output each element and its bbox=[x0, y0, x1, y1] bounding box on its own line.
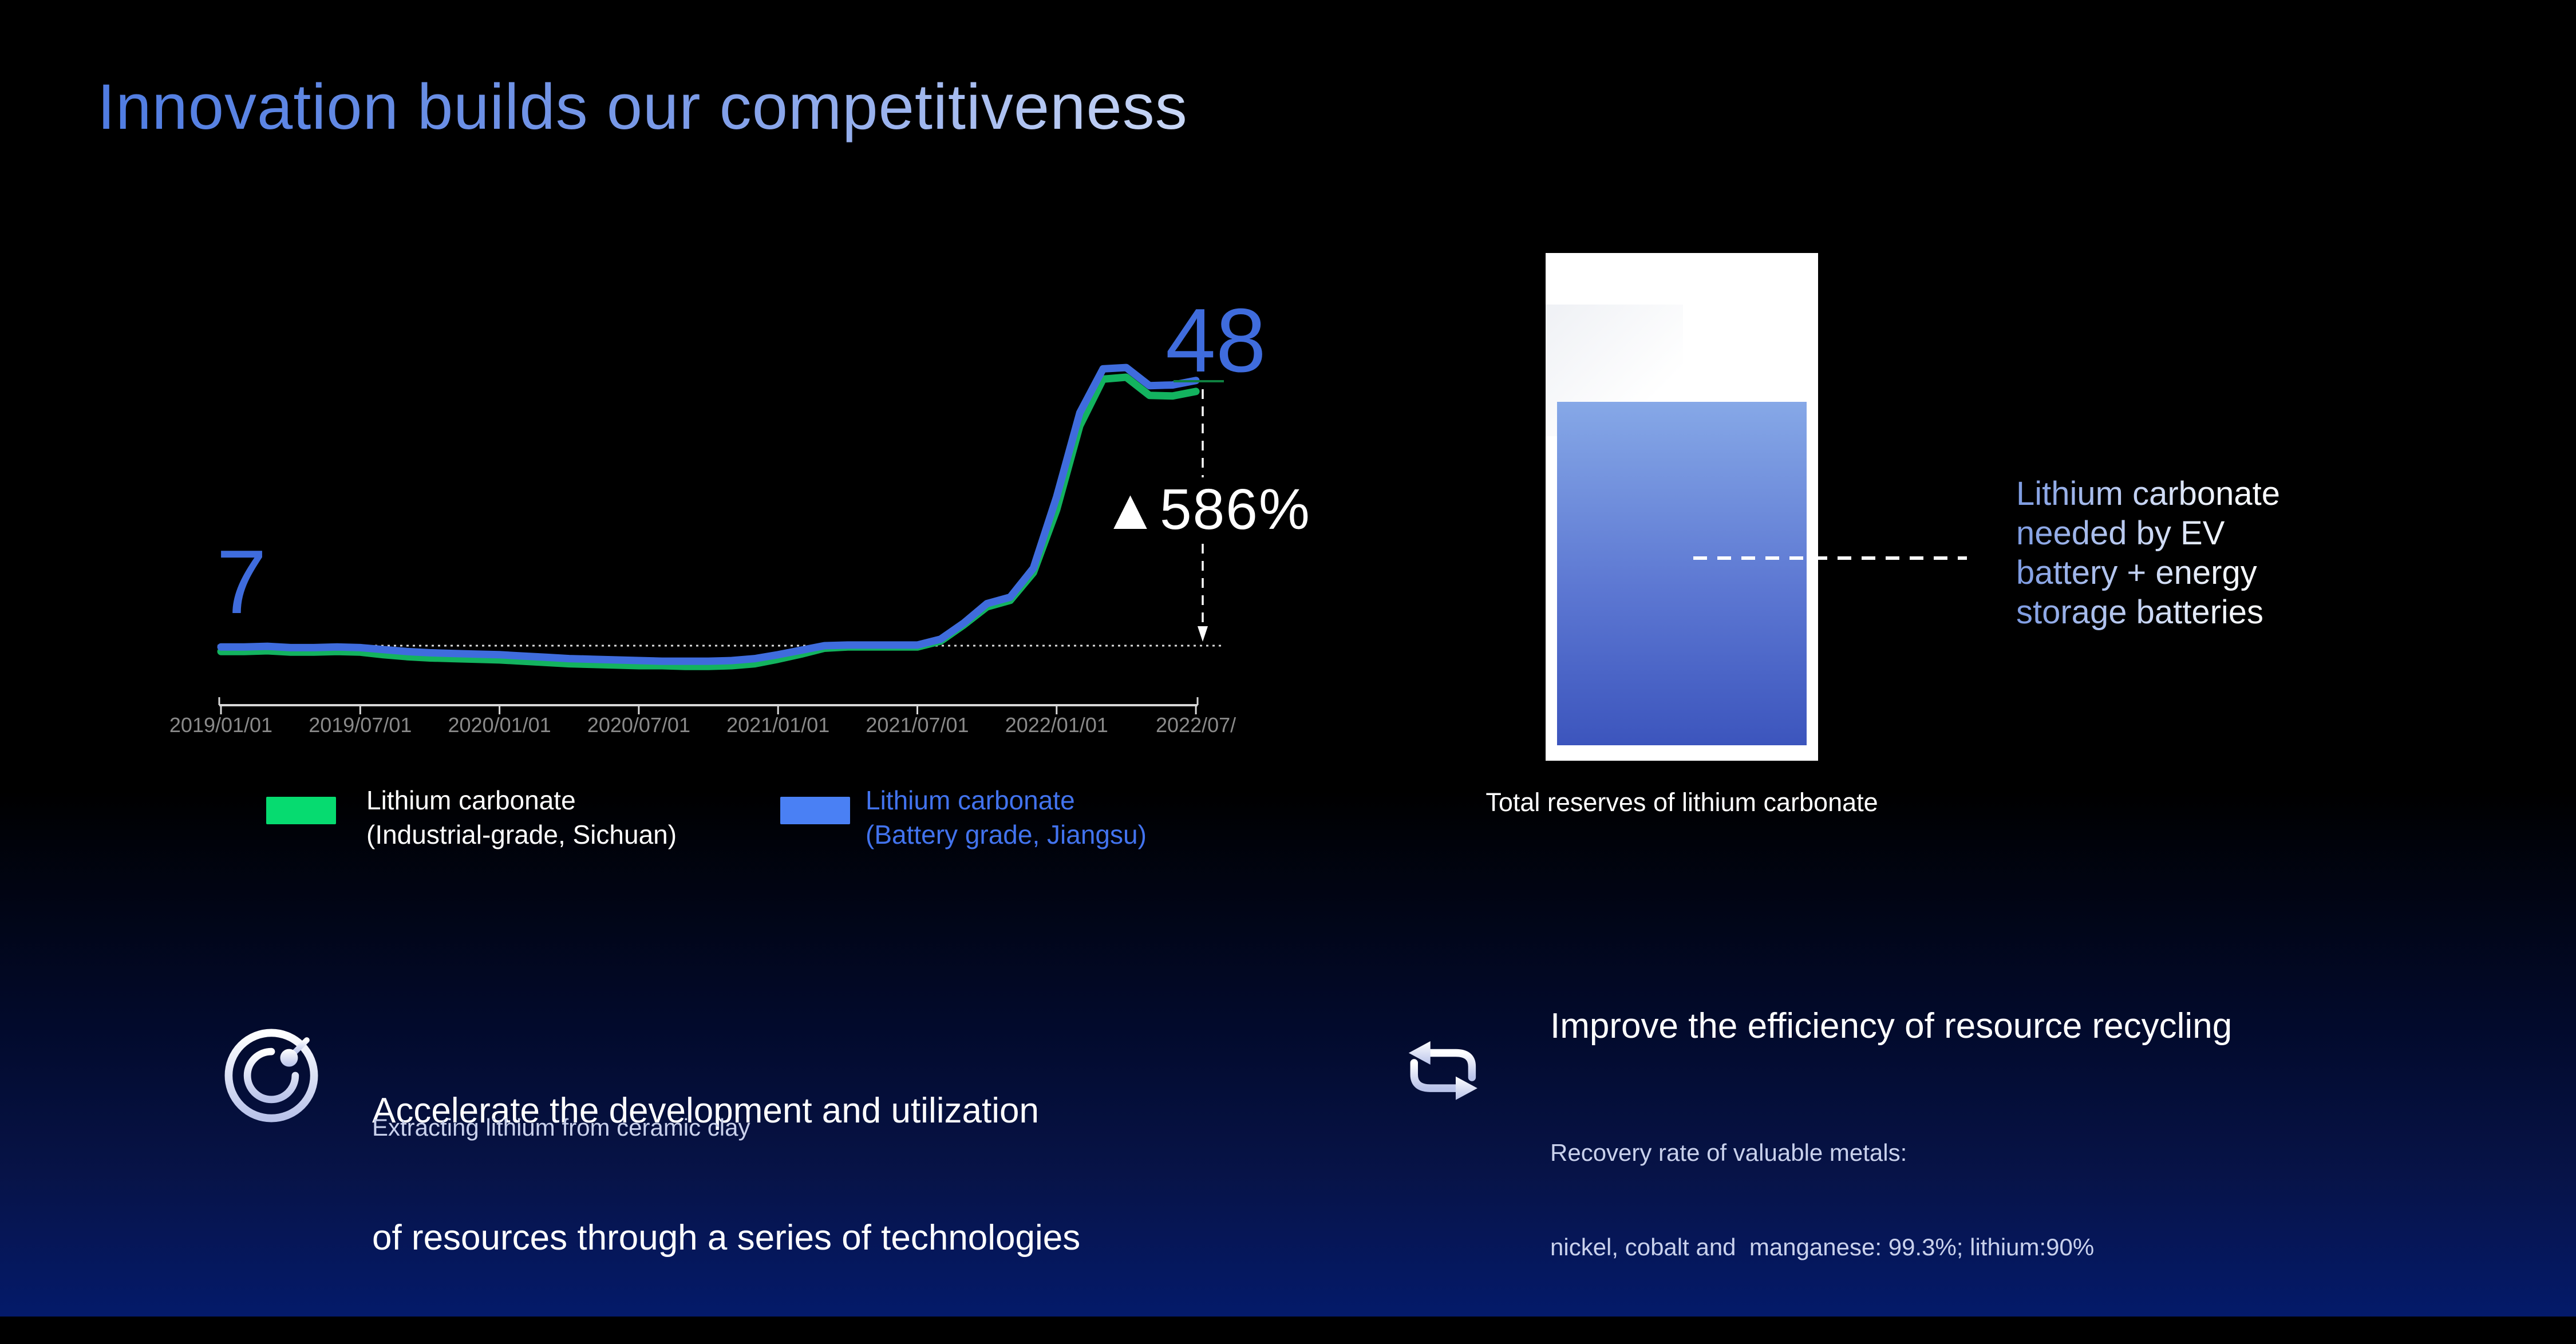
x-axis-tick-label: 2021/01/01 bbox=[726, 713, 830, 737]
start-value-label: 7 bbox=[216, 532, 267, 633]
x-axis-tick-label: 2022/01/01 bbox=[1005, 713, 1108, 737]
recycle-arrows-icon bbox=[1408, 1041, 1477, 1100]
x-axis-tick-label: 2020/07/01 bbox=[587, 713, 690, 737]
reserves-needed-label-line4: storage batteries bbox=[2016, 592, 2280, 632]
page-title: Innovation builds our competitiveness bbox=[97, 71, 1188, 143]
reserves-needed-fill-bar bbox=[1557, 402, 1807, 745]
x-axis-tick-label: 2022/07/ bbox=[1156, 713, 1236, 737]
series-battery-grade-line bbox=[217, 363, 1200, 665]
highlight-right-subtitle-line1: Recovery rate of valuable metals: bbox=[1550, 1139, 1907, 1166]
highlight-right-subtitle-line2: nickel, cobalt and manganese: 99.3%; lit… bbox=[1550, 1234, 2095, 1260]
highlight-left-title: Accelerate the development and utilizati… bbox=[372, 1005, 1080, 1344]
x-axis-tick-label: 2019/01/01 bbox=[169, 713, 273, 737]
reserves-needed-label: Lithium carbonate needed by EV battery +… bbox=[2016, 474, 2280, 632]
radar-target-icon bbox=[219, 1023, 323, 1128]
reserves-container bbox=[1546, 253, 1818, 761]
lithium-price-chart: 2019/01/01 2019/07/01 2020/01/01 2020/07/01… bbox=[169, 246, 1317, 761]
reserves-needed-label-line1: Lithium carbonate bbox=[2016, 475, 2281, 512]
highlight-right-subtitle: Recovery rate of valuable metals: nickel… bbox=[1550, 1074, 2094, 1326]
legend-swatch-industrial bbox=[266, 797, 336, 824]
legend-label-battery-line1: Lithium carbonate bbox=[866, 785, 1075, 815]
legend-label-industrial: Lithium carbonate (Industrial-grade, Sic… bbox=[366, 783, 677, 852]
reserves-pointer-dashed-line bbox=[1693, 556, 1967, 560]
highlight-right-title: Improve the efficiency of resource recyc… bbox=[1550, 1006, 2233, 1046]
x-axis-ticks bbox=[220, 705, 1197, 714]
x-axis-tick-label: 2020/01/01 bbox=[448, 713, 551, 737]
highlight-left-title-line2: of resources through a series of technol… bbox=[372, 1218, 1081, 1258]
legend-label-battery: Lithium carbonate (Battery grade, Jiangs… bbox=[866, 783, 1147, 852]
x-axis-tick-label: 2021/07/01 bbox=[866, 713, 969, 737]
reserves-needed-label-line3: battery + energy bbox=[2016, 553, 2280, 592]
highlight-left-title-line1: Accelerate the development and utilizati… bbox=[372, 1091, 1039, 1130]
end-value-label: 48 bbox=[1165, 290, 1266, 391]
down-arrow-icon bbox=[1198, 626, 1208, 642]
legend-label-battery-line2: (Battery grade, Jiangsu) bbox=[866, 820, 1147, 849]
legend-label-industrial-line2: (Industrial-grade, Sichuan) bbox=[366, 820, 677, 849]
price-chart-plot bbox=[217, 363, 1225, 714]
legend-label-industrial-line1: Lithium carbonate bbox=[366, 785, 576, 815]
legend-swatch-battery bbox=[780, 797, 850, 824]
x-axis-tick-label: 2019/07/01 bbox=[309, 713, 412, 737]
slide-canvas: Innovation builds our competitiveness 20… bbox=[0, 0, 2576, 1317]
highlight-left-subtitle: Extracting lithium from ceramic clay bbox=[372, 1114, 750, 1141]
reserves-needed-label-line2: needed by EV bbox=[2016, 513, 2280, 553]
reserves-caption: Total reserves of lithium carbonate bbox=[1485, 788, 1878, 817]
percent-change-label: ▲586% bbox=[1096, 477, 1317, 541]
